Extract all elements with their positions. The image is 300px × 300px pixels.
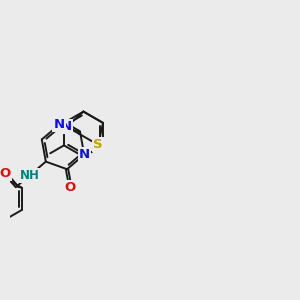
Text: O: O [0, 167, 11, 180]
Text: NH: NH [20, 169, 40, 182]
Text: S: S [94, 138, 103, 152]
Text: N: N [61, 120, 72, 133]
Text: O: O [65, 181, 76, 194]
Text: N: N [53, 118, 64, 131]
Text: N: N [79, 148, 90, 161]
